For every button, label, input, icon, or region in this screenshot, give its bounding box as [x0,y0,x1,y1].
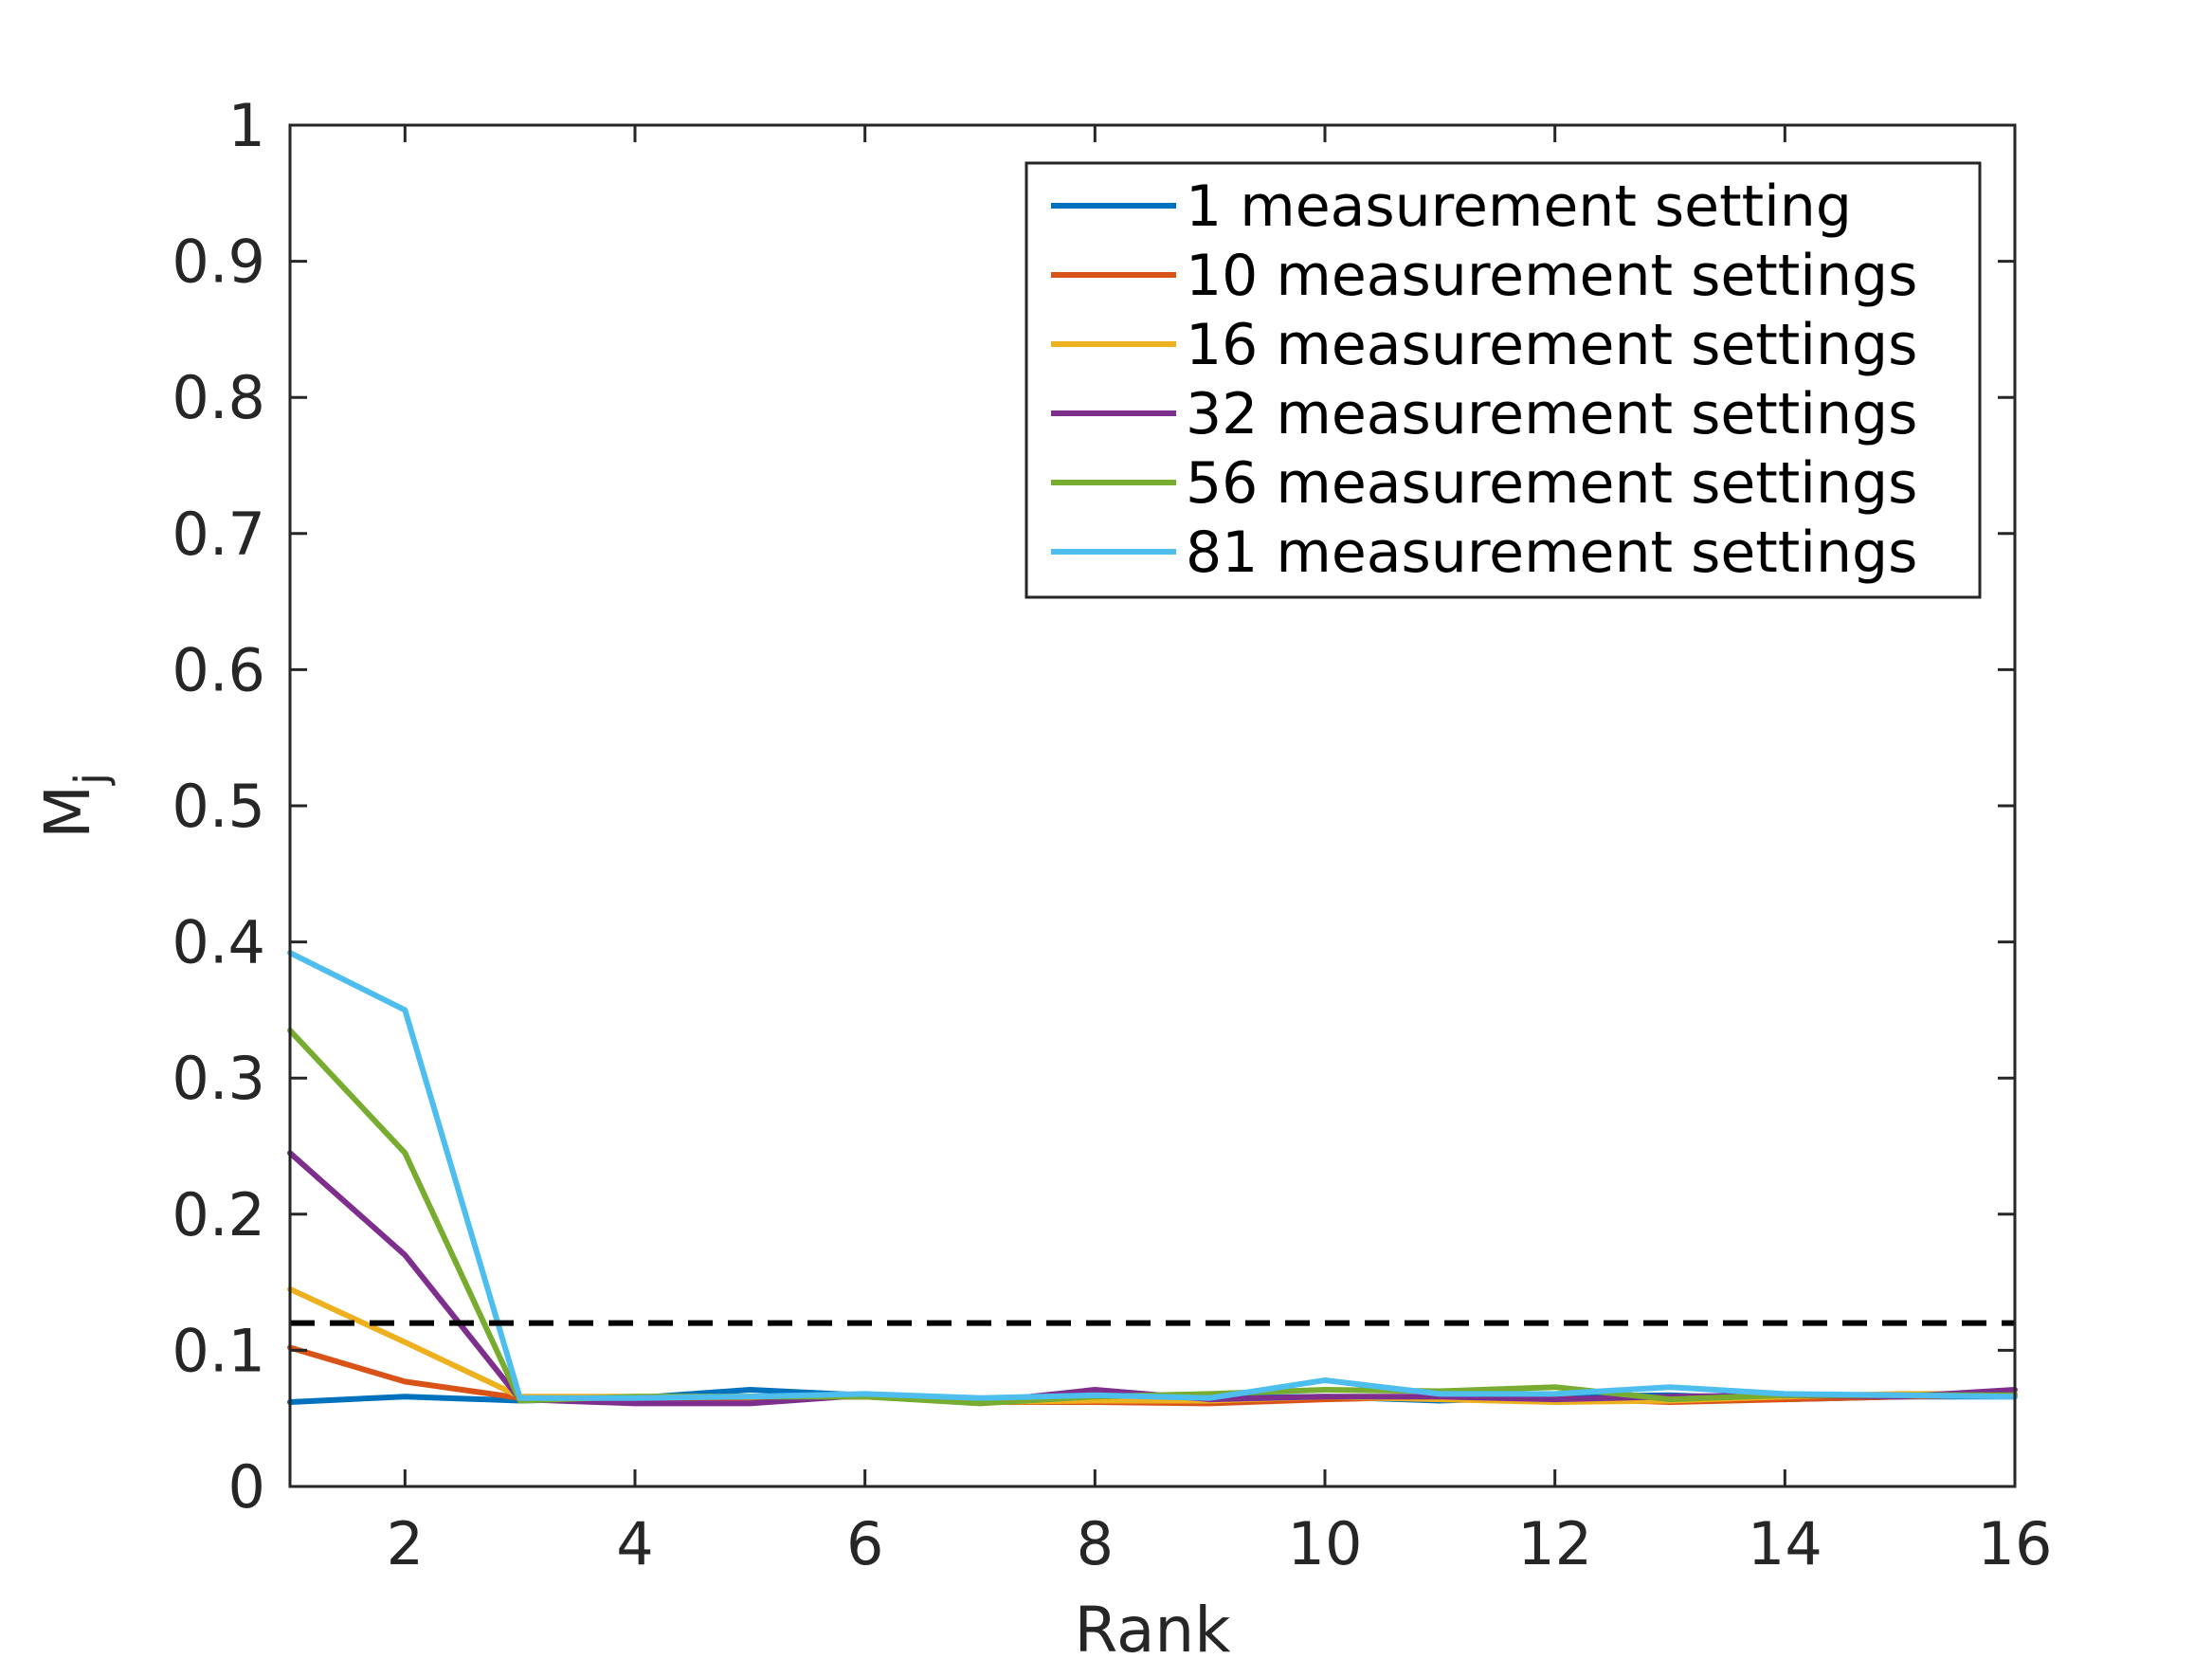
x-tick-labels: 2 4 6 8 10 12 14 16 [387,1509,2053,1578]
y-tick-label: 1 [228,91,265,160]
series-line-6 [287,950,2018,1401]
ticks-layer [290,123,2017,1488]
y-tick-label: 0.4 [172,908,265,977]
legend-box [1024,161,1982,599]
y-tick-label: 0.5 [172,772,265,841]
legend-label-5: 56 measurement settings [1186,450,1917,517]
y-axis-label-main: M [31,785,104,839]
x-tick-label: 2 [387,1509,424,1578]
x-tick-label: 16 [1978,1509,2053,1578]
y-axis-label-subscript: j [65,773,117,786]
series-layer [287,950,2018,1407]
y-tick-label: 0.2 [172,1180,265,1249]
x-tick-label: 8 [1077,1509,1114,1578]
legend-label-2: 10 measurement settings [1186,243,1917,309]
legend-label-4: 32 measurement settings [1186,381,1917,447]
y-axis-label: Mj [31,773,117,839]
y-tick-label: 0 [228,1452,265,1522]
y-tick-label: 0.1 [172,1316,265,1385]
y-tick-label: 0.9 [172,228,265,297]
x-axis-label: Rank [1075,1594,1232,1659]
y-tick-label: 0.7 [172,500,265,569]
x-tick-label: 10 [1288,1509,1363,1578]
legend-label-1: 1 measurement setting [1186,173,1852,240]
y-tick-label: 0.3 [172,1044,265,1113]
x-tick-label: 4 [616,1509,653,1578]
x-tick-label: 6 [846,1509,883,1578]
y-tick-label: 0.8 [172,363,265,432]
legend-label-3: 16 measurement settings [1186,312,1917,378]
x-tick-label: 12 [1517,1509,1592,1578]
y-tick-label: 0.6 [172,635,265,704]
legend-label-6: 81 measurement settings [1186,520,1917,586]
x-tick-label: 14 [1748,1509,1822,1578]
y-tick-labels: 0 0.1 0.2 0.3 0.4 0.5 0.6 0.7 0.8 0.9 1 [172,91,265,1522]
